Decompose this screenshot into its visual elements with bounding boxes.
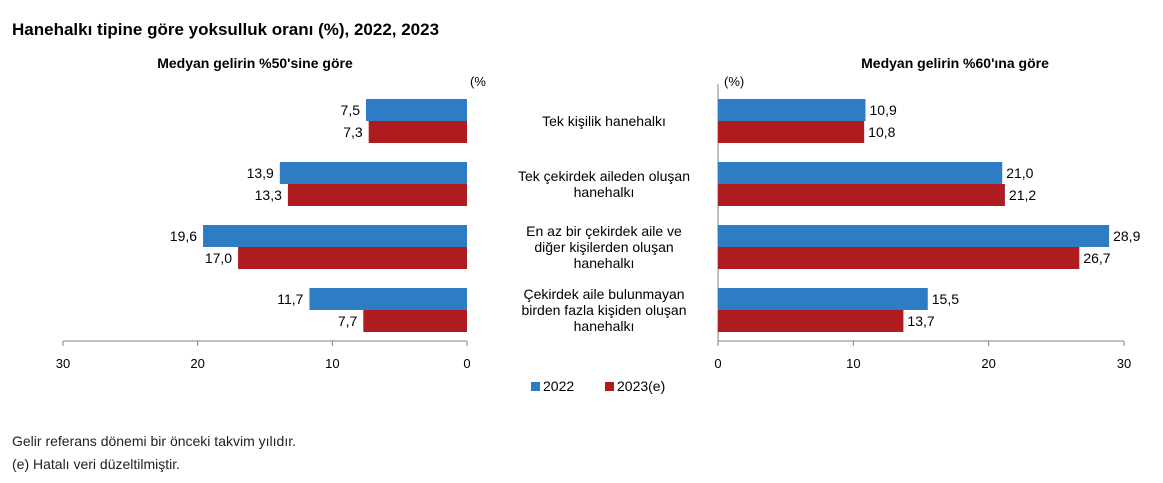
legend-swatch-2023 bbox=[605, 382, 614, 391]
left-panel-title: Medyan gelirin %50'sine göre bbox=[157, 55, 353, 71]
left-bar-2023 bbox=[368, 121, 467, 143]
left-x-tick-label: 30 bbox=[56, 356, 70, 371]
right-data-label: 21,2 bbox=[1009, 187, 1036, 203]
right-bar-2022 bbox=[718, 288, 928, 310]
right-data-label: 15,5 bbox=[932, 291, 959, 307]
left-data-label: 19,6 bbox=[170, 228, 197, 244]
right-data-label: 13,7 bbox=[907, 313, 934, 329]
right-panel-title: Medyan gelirin %60'ına göre bbox=[861, 55, 1049, 71]
right-bar-2023 bbox=[718, 184, 1005, 206]
left-bar-2022 bbox=[309, 288, 467, 310]
right-bar-2023 bbox=[718, 247, 1080, 269]
footnote-reference-period: Gelir referans dönemi bir önceki takvim … bbox=[12, 433, 296, 449]
left-data-label: 7,3 bbox=[343, 124, 363, 140]
category-label-line: diğer kişilerden oluşan bbox=[534, 239, 673, 255]
right-unit-label: (%) bbox=[724, 74, 744, 89]
right-x-tick-label: 20 bbox=[981, 356, 995, 371]
left-data-label: 11,7 bbox=[277, 291, 303, 307]
left-data-label: 7,7 bbox=[338, 313, 358, 329]
left-bar-2022 bbox=[203, 225, 467, 247]
left-unit-label: (% bbox=[470, 74, 486, 89]
legend-swatch-2022 bbox=[531, 382, 540, 391]
category-label-line: birden fazla kişiden oluşan bbox=[522, 302, 687, 318]
left-x-tick-label: 0 bbox=[463, 356, 470, 371]
footnote-corrected-data: (e) Hatalı veri düzeltilmiştir. bbox=[12, 456, 181, 472]
legend-label-2022: 2022 bbox=[543, 378, 574, 394]
right-x-tick-label: 10 bbox=[846, 356, 860, 371]
left-bar-2023 bbox=[238, 247, 467, 269]
category-label: Tek kişilik hanehalkı bbox=[542, 113, 666, 129]
left-data-label: 13,3 bbox=[255, 187, 282, 203]
left-data-label: 17,0 bbox=[205, 250, 232, 266]
category-label-line: hanehalkı bbox=[574, 255, 635, 271]
left-bar-2022 bbox=[366, 99, 467, 121]
right-data-label: 10,9 bbox=[870, 102, 897, 118]
right-bar-2022 bbox=[718, 225, 1110, 247]
category-label-line: Tek çekirdek aileden oluşan bbox=[518, 168, 690, 184]
left-data-label: 7,5 bbox=[341, 102, 361, 118]
right-bar-2023 bbox=[718, 121, 865, 143]
chart-title: Hanehalkı tipine göre yoksulluk oranı (%… bbox=[12, 20, 440, 39]
category-label-line: hanehalkı bbox=[574, 318, 635, 334]
right-x-tick-label: 0 bbox=[714, 356, 721, 371]
category-label-line: Çekirdek aile bulunmayan bbox=[523, 286, 684, 302]
category-label: En az bir çekirdek aile ve diğer kişilerd… bbox=[526, 223, 682, 271]
legend-label-2023: 2023(e) bbox=[617, 378, 665, 394]
right-bar-2022 bbox=[718, 162, 1003, 184]
category-label: Çekirdek aile bulunmayan birden fazla kiş… bbox=[522, 286, 687, 334]
left-x-tick-label: 10 bbox=[325, 356, 339, 371]
right-data-label: 10,8 bbox=[868, 124, 895, 140]
left-bar-2023 bbox=[287, 184, 467, 206]
right-data-label: 28,9 bbox=[1113, 228, 1140, 244]
right-data-label: 26,7 bbox=[1083, 250, 1110, 266]
right-bar-2022 bbox=[718, 99, 866, 121]
left-data-label: 13,9 bbox=[247, 165, 274, 181]
category-label-line: Tek kişilik hanehalkı bbox=[542, 113, 666, 129]
right-data-label: 21,0 bbox=[1006, 165, 1033, 181]
left-bar-2022 bbox=[279, 162, 467, 184]
right-bar-2023 bbox=[718, 310, 904, 332]
category-label-line: En az bir çekirdek aile ve bbox=[526, 223, 682, 239]
right-x-tick-label: 30 bbox=[1117, 356, 1131, 371]
category-label-line: hanehalkı bbox=[574, 184, 635, 200]
left-bar-2023 bbox=[363, 310, 467, 332]
left-x-tick-label: 20 bbox=[190, 356, 204, 371]
category-label: Tek çekirdek aileden oluşan hanehalkı bbox=[518, 168, 690, 200]
